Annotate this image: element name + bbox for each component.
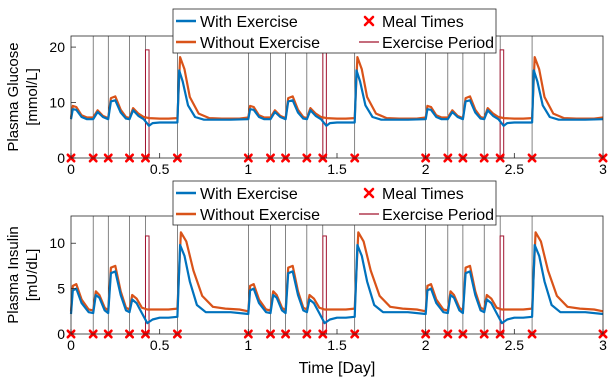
x-tick-label: 0 (67, 337, 75, 353)
legend-box (172, 180, 497, 226)
x-tick-label: 2.5 (505, 337, 525, 353)
legend-entry-label: Exercise Period (382, 35, 494, 52)
y-axis-label: Plasma Glucose (5, 42, 22, 151)
x-tick-label: 0 (67, 161, 75, 177)
legend-entry-label: Meal Times (382, 14, 464, 31)
plot-area (71, 36, 603, 158)
legend-entry-label: Without Exercise (200, 35, 320, 52)
legend-swatch-meal-times (363, 187, 375, 199)
x-tick-label: 2 (422, 161, 430, 177)
series-without-exercise (69, 55, 604, 120)
series-with-exercise (69, 243, 604, 325)
y-axis-label: [mU/dL] (24, 249, 41, 302)
x-tick-label: 0.5 (150, 337, 170, 353)
x-tick-label: 1 (244, 161, 252, 177)
y-tick-label: 10 (49, 95, 65, 111)
y-tick-label: 5 (57, 281, 65, 297)
x-tick-label: 2 (422, 337, 430, 353)
x-tick-label: 1 (244, 337, 252, 353)
glucose-panel: 0 0.5 1 1.5 2 2.5 3 0 10 20 Plasma Glucose [mmol/L]… (5, 8, 608, 177)
legend-box (172, 8, 497, 54)
x-tick-label: 1.5 (327, 161, 347, 177)
legend-swatch-meal-times (363, 15, 375, 27)
legend-entry-label: Exercise Period (382, 207, 494, 224)
y-axis-label: Plasma Insulin (5, 226, 22, 324)
y-tick-label: 20 (49, 39, 65, 55)
y-tick-label: 0 (57, 326, 65, 342)
legend-entry-label: Without Exercise (200, 207, 320, 224)
y-tick-label: 0 (57, 150, 65, 166)
legend-entry-label: Meal Times (382, 186, 464, 203)
legend-entry-label: With Exercise (200, 14, 298, 31)
insulin-panel: 0 0.5 1 1.5 2 2.5 3 0 5 10 Plasma Insulin [mU/dL] Wi… (5, 180, 608, 353)
legend: With Exercise Meal Times Without Exercise E… (172, 8, 497, 54)
plot-area (71, 216, 603, 334)
y-tick-label: 10 (49, 235, 65, 251)
x-tick-label: 2.5 (505, 161, 525, 177)
legend-entry-label: With Exercise (200, 186, 298, 203)
x-tick-label: 3 (599, 161, 607, 177)
x-tick-label: 3 (599, 337, 607, 353)
x-tick-label: 1.5 (327, 337, 347, 353)
legend: With Exercise Meal Times Without Exercise E… (172, 180, 497, 226)
x-tick-label: 0.5 (150, 161, 170, 177)
series-with-exercise (69, 69, 604, 127)
x-axis-label: Time [Day] (299, 360, 376, 377)
series-without-exercise (69, 231, 604, 313)
y-axis-label: [mmol/L] (24, 68, 41, 126)
